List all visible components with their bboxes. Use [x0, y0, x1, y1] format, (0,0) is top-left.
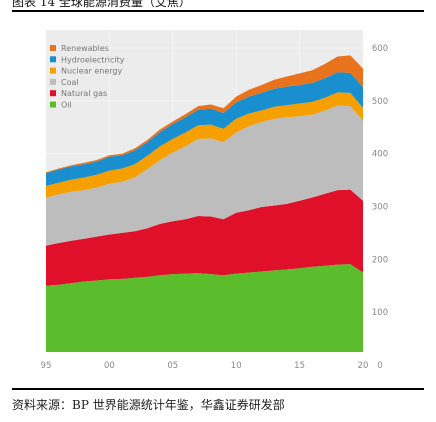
legend-label: Hydroelectricity: [61, 55, 125, 64]
legend-swatch: [50, 45, 56, 51]
y-tick-label: 600: [372, 44, 388, 54]
area-coal: [46, 105, 363, 246]
energy-consumption-chart: Renewables Hydroelectricity Nuclear energy…: [41, 30, 388, 371]
y-tick-label: 100: [372, 308, 388, 318]
legend-label: Oil: [61, 101, 72, 110]
legend-swatch: [50, 90, 56, 97]
area-renewables: [46, 55, 363, 174]
legend-swatch: [50, 101, 56, 108]
area-nuclear-energy: [46, 92, 363, 198]
legend-swatch: [50, 67, 56, 74]
x-tick-label: 15: [294, 361, 305, 371]
legend-label: Renewables: [61, 44, 109, 53]
legend-label: Nuclear energy: [61, 67, 122, 76]
x-axis-ticks: 95 00 05 10 15 20: [41, 361, 369, 371]
area-layers: [46, 55, 363, 352]
x-tick-label: 05: [167, 361, 178, 371]
y-tick-label: 200: [372, 255, 388, 265]
chart-heading: 图表 14 全球能源消费量（艾焦）: [12, 0, 191, 9]
y-axis-ticks: 0 100 200 300 400 500 600: [372, 44, 388, 371]
x-tick-label: 20: [358, 361, 369, 371]
y-tick-label: 300: [372, 203, 388, 213]
x-tick-label: 00: [104, 361, 115, 371]
legend-label: Natural gas: [61, 89, 107, 98]
area-oil: [46, 264, 363, 352]
y-tick-label: 500: [372, 97, 388, 107]
legend-swatch: [50, 56, 56, 63]
source-note: 资料来源：BP 世界能源统计年鉴，华鑫证券研发部: [12, 398, 285, 412]
legend-label: Coal: [61, 78, 79, 87]
y-tick-label: 400: [372, 150, 388, 160]
bottom-rule: [12, 388, 424, 390]
top-rule: [12, 10, 424, 12]
y-tick-label: 0: [377, 361, 382, 371]
area-hydroelectricity: [46, 72, 363, 186]
legend-swatch: [50, 78, 56, 85]
legend: Renewables Hydroelectricity Nuclear energy…: [50, 44, 125, 110]
x-tick-label: 95: [41, 361, 52, 371]
x-tick-label: 10: [231, 361, 242, 371]
area-natural-gas: [46, 189, 363, 286]
